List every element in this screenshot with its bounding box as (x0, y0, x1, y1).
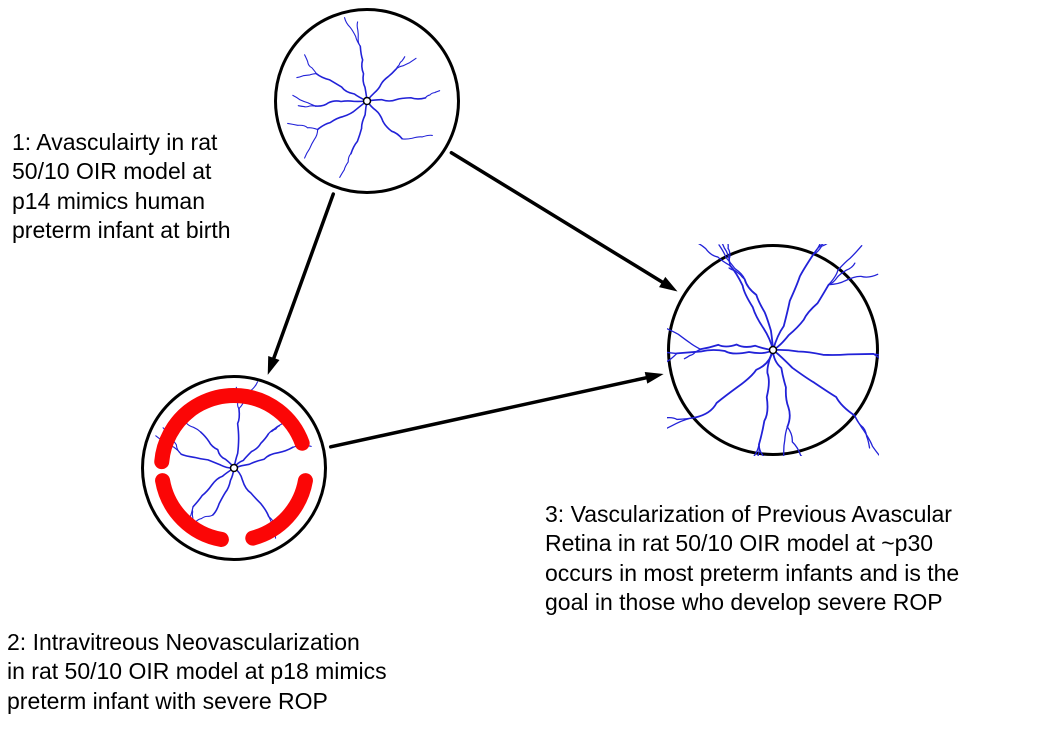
caption-1: 1: Avasculairty in rat 50/10 OIR model a… (12, 128, 272, 246)
caption-3: 3: Vascularization of Previous Avascular… (545, 500, 1045, 618)
retina-p18-vessels (141, 375, 327, 561)
caption-2: 2: Intravitreous Neovascularization in r… (7, 628, 467, 716)
diagram-canvas: { "canvas": { "width": 1050, "height": 7… (0, 0, 1050, 746)
retina-p30-vessels (667, 244, 879, 456)
retina-p14-vessels (274, 8, 460, 194)
